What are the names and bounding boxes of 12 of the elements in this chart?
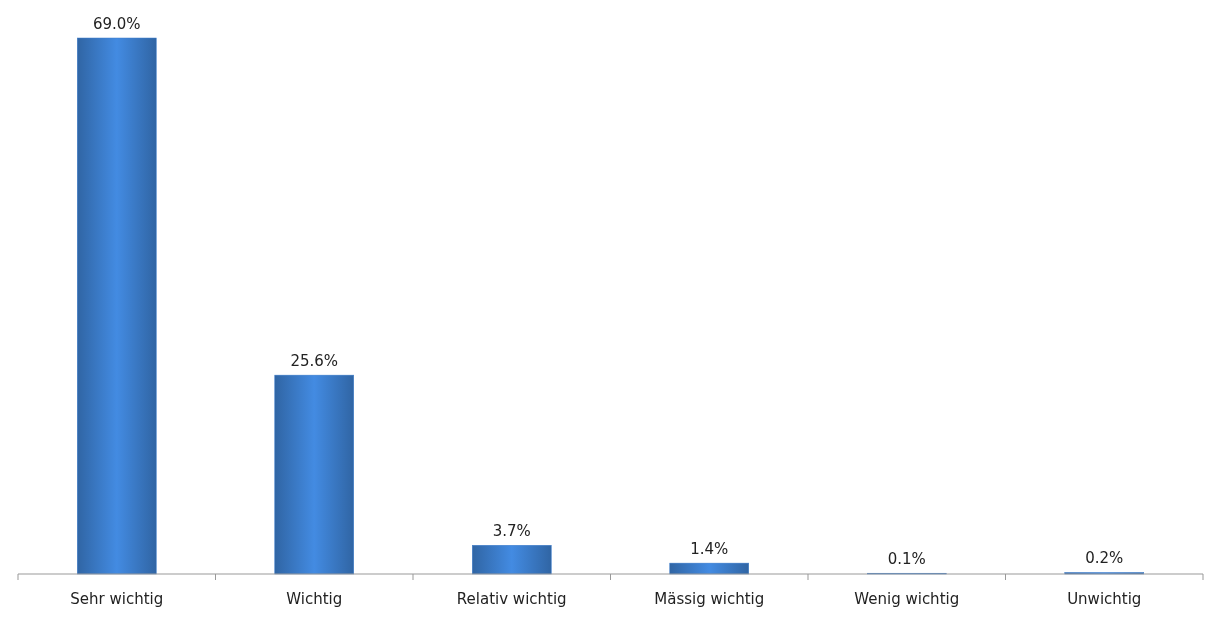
x-tick-label: Wenig wichtig bbox=[854, 590, 960, 608]
data-label: 0.2% bbox=[1085, 549, 1124, 568]
x-tick-label: Relativ wichtig bbox=[456, 590, 567, 608]
data-label: 3.7% bbox=[492, 522, 531, 541]
data-label: 0.1% bbox=[887, 550, 926, 569]
data-label: 69.0% bbox=[92, 15, 141, 33]
x-tick-label: Wichtig bbox=[286, 590, 343, 608]
x-tick-label: Unwichtig bbox=[1067, 590, 1142, 608]
x-tick-label: Sehr wichtig bbox=[70, 590, 164, 608]
data-label: 1.4% bbox=[690, 540, 729, 559]
data-label: 25.6% bbox=[290, 352, 339, 371]
x-tick-label: Mässig wichtig bbox=[654, 590, 765, 608]
